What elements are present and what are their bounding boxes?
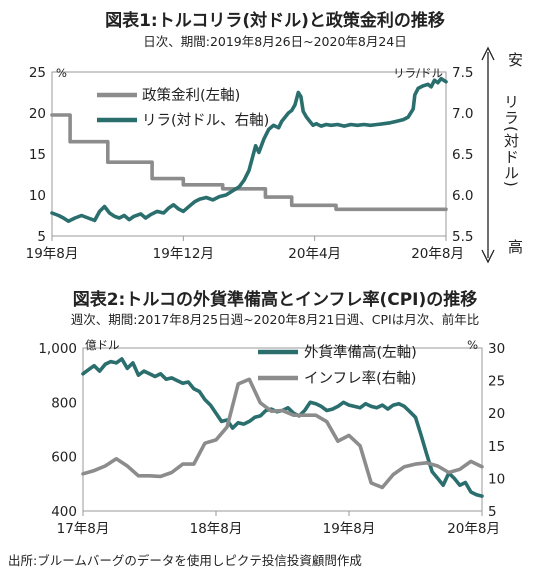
c2-right-tick-label: 20	[488, 406, 505, 422]
chart-2-series	[81, 357, 484, 498]
c2-left-tick-label: 400	[51, 504, 77, 520]
c1-x-tick-label: 19年8月	[26, 246, 79, 262]
chart-2-legend-inflation: インフレ率(右軸)	[304, 370, 416, 387]
c2-right-tick-label: 30	[488, 341, 505, 357]
c1-x-tick-label: 19年12月	[153, 246, 214, 262]
c2-right-tick-label: 25	[488, 374, 505, 390]
chart-2-left-unit: 億ドル	[85, 338, 120, 352]
c1-right-tick-label: 5.5	[452, 229, 473, 245]
c2-x-tick-label: 20年8月	[447, 521, 500, 537]
chart-2-legend-reserves: 外貨準備高(左軸)	[304, 344, 417, 361]
c1-series-line-1	[50, 76, 448, 223]
chart-1-right-ticks: 5.5 6.0 6.5 7.0 7.5	[452, 65, 473, 245]
c2-left-tick-label: 800	[51, 395, 77, 411]
chart-1-legend-lira: リラ(対ドル、右軸)	[142, 112, 269, 129]
chart-2-right-ticks: 5 10 15 20 25 30	[488, 341, 505, 520]
chart-1-legend-rate: 政策金利(左軸)	[142, 87, 240, 104]
chart-1-strong-label: 高	[508, 238, 523, 256]
c2-x-tick-label: 19年8月	[323, 521, 376, 537]
chart-1-lira-axis-label: リラ(対ドル)	[502, 94, 520, 188]
chart-2-left-ticks: 400 600 800 1,000	[38, 341, 77, 520]
c2-right-tick-label: 10	[488, 471, 505, 487]
c1-series-line-0	[50, 113, 448, 212]
c2-left-tick-label: 1,000	[38, 341, 77, 357]
chart-2: 図表2:トルコの外貨準備高とインフレ率(CPI)の推移 週次、期間:2017年8…	[38, 289, 505, 537]
c1-x-tick-label: 20年8月	[411, 246, 464, 262]
c1-right-tick-label: 6.0	[452, 188, 473, 204]
c2-right-tick-label: 5	[488, 504, 497, 520]
chart-1-subtitle: 日次、期間:2019年8月26日~2020年8月24日	[143, 34, 407, 49]
chart-1-left-unit: %	[56, 66, 67, 80]
c1-left-tick-label: 15	[29, 147, 46, 163]
c1-left-tick-label: 20	[29, 106, 46, 122]
c1-left-tick-label: 10	[29, 188, 46, 204]
chart-2-x-ticks: 17年8月 18年8月 19年8月 20年8月	[57, 511, 500, 537]
c1-x-tick-label: 20年4月	[288, 246, 341, 262]
chart-1-right-unit: リラ/ドル	[393, 66, 443, 80]
c2-right-tick-label: 15	[488, 439, 505, 455]
chart-1-weak-label: 安	[508, 51, 523, 69]
chart-1-arrow-head-bottom-icon	[481, 249, 495, 264]
chart-1-title: 図表1:トルコリラ(対ドル)と政策金利の推移	[105, 10, 445, 31]
chart-2-title: 図表2:トルコの外貨準備高とインフレ率(CPI)の推移	[73, 289, 478, 310]
chart-1-arrow-head-top-icon	[481, 46, 495, 61]
c1-right-tick-label: 6.5	[452, 147, 473, 163]
c2-left-tick-label: 600	[51, 450, 77, 466]
chart-2-subtitle: 週次、期間:2017年8月25日週~2020年8月21日週、CPIは月次、前年比	[71, 312, 479, 327]
c1-left-tick-label: 25	[29, 65, 46, 81]
c2-x-tick-label: 18年8月	[190, 521, 243, 537]
c1-right-tick-label: 7.0	[452, 106, 473, 122]
chart-1-x-ticks: 19年8月 19年12月 20年4月 20年8月	[26, 236, 464, 262]
source-note: 出所:ブルームバーグのデータを使用しピクテ投信投資顧問作成	[8, 553, 362, 568]
chart-1-plot-frame	[51, 71, 447, 237]
chart-2-plot-frame	[82, 347, 483, 512]
chart-1-left-ticks: 5 10 15 20 25	[29, 65, 46, 245]
c1-left-tick-label: 5	[37, 229, 46, 245]
chart-1-series	[50, 76, 448, 223]
chart-1: 図表1:トルコリラ(対ドル)と政策金利の推移 日次、期間:2019年8月26日~…	[26, 10, 523, 264]
c1-right-tick-label: 7.5	[452, 65, 473, 81]
c2-x-tick-label: 17年8月	[57, 521, 110, 537]
c2-series-line-1	[81, 377, 484, 490]
chart-2-right-unit: %	[467, 338, 478, 352]
